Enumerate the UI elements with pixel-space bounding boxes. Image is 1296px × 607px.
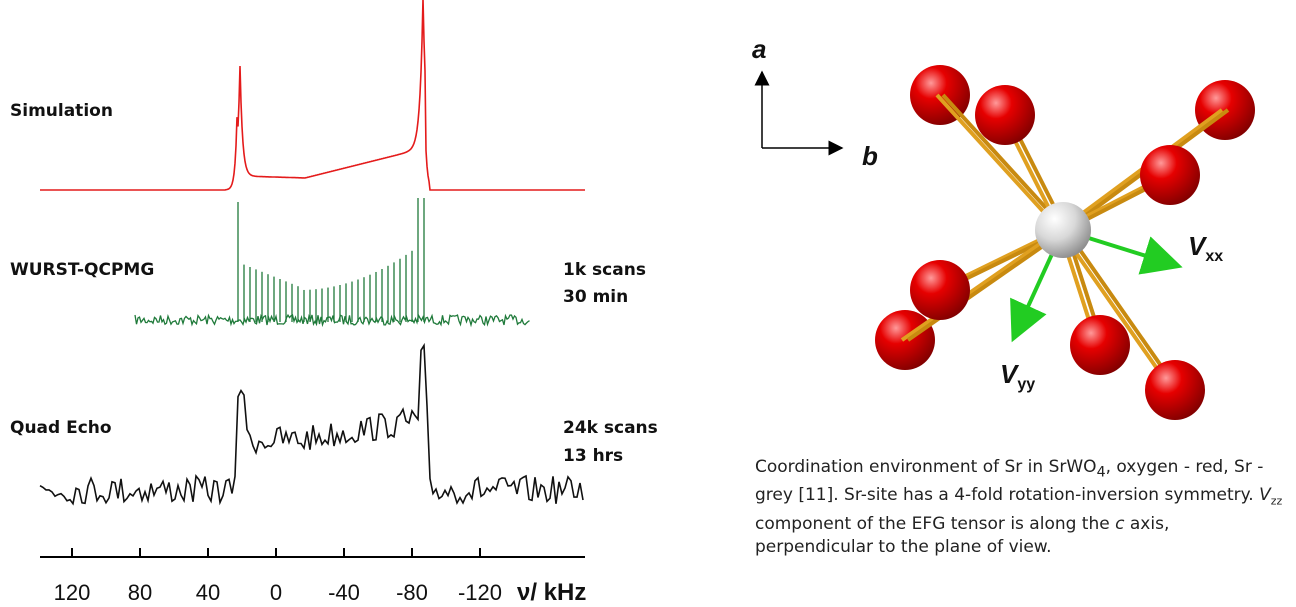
tick-label: -80 <box>396 580 428 605</box>
oxygen <box>1145 360 1205 420</box>
strontium <box>1035 202 1091 258</box>
tick-label: -40 <box>328 580 360 605</box>
wurst-trace <box>135 198 530 325</box>
sub: zz <box>1271 495 1283 508</box>
note: 1k scans <box>563 260 646 280</box>
tick-label: -120 <box>458 580 502 605</box>
text: V <box>1259 485 1271 505</box>
text: component of the EFG tensor is along the <box>755 514 1115 534</box>
axis-label: ν/ kHz <box>517 579 586 606</box>
axis-b: b <box>862 141 878 171</box>
spectrum-label: Quad Echo <box>10 418 112 438</box>
simulation-trace <box>40 0 585 190</box>
tick-label: 120 <box>54 580 91 605</box>
oxygen <box>1140 145 1200 205</box>
vyy-label: Vyy <box>1000 359 1035 393</box>
note: 30 min <box>563 287 628 307</box>
oxygen <box>975 85 1035 145</box>
text: Coordination environment of Sr in SrWO <box>755 457 1097 477</box>
oxygen <box>1070 315 1130 375</box>
tick-label: 0 <box>270 580 282 605</box>
note: 24k scans <box>563 418 658 438</box>
echo-trace <box>40 346 583 504</box>
tick-label: 40 <box>196 580 220 605</box>
sub: yy <box>1017 376 1035 393</box>
page: {"spectra": {"labels": ["Simulation", "W… <box>0 0 1296 607</box>
oxygen <box>910 260 970 320</box>
tick-label: 80 <box>128 580 152 605</box>
note: 13 hrs <box>563 446 623 466</box>
caption: Coordination environment of Sr in SrWO4,… <box>755 456 1290 559</box>
sub: xx <box>1205 248 1223 265</box>
sub: 4 <box>1097 464 1106 480</box>
vxx-label: Vxx <box>1188 231 1223 265</box>
noise <box>135 315 530 325</box>
spectrum-label: Simulation <box>10 101 113 121</box>
spectrum-label: WURST-QCPMG <box>10 260 154 280</box>
axis-a: a <box>752 34 766 64</box>
